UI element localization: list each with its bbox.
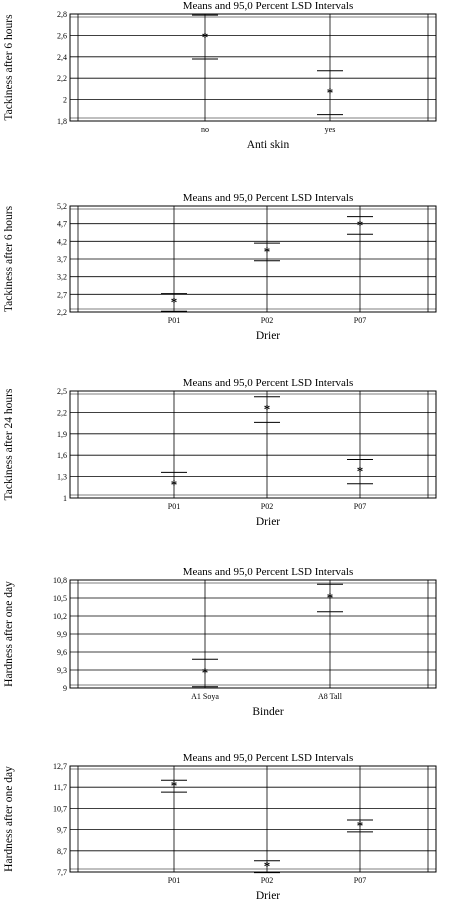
y-axis-label: Tackiness after 6 hours xyxy=(3,14,15,121)
y-axis-label: Tackiness after 6 hours xyxy=(3,205,15,312)
y-tick-label: 7,7 xyxy=(57,868,67,877)
category-label: P01 xyxy=(168,316,180,325)
mean-marker: * xyxy=(171,294,178,309)
y-tick-label: 8,7 xyxy=(57,847,67,856)
x-axis-label: Drier xyxy=(256,330,280,342)
y-tick-label: 3,7 xyxy=(57,255,67,264)
chart-title: Means and 95,0 Percent LSD Intervals xyxy=(183,192,353,204)
chart-panel-5: Means and 95,0 Percent LSD Intervals 7,7 8… xyxy=(3,752,437,899)
y-tick-label: 5,2 xyxy=(57,202,67,211)
y-tick-label: 9,7 xyxy=(57,826,67,835)
y-tick-label: 2,8 xyxy=(57,10,67,19)
y-tick-label: 10,2 xyxy=(53,612,67,621)
y-tick-label: 2,6 xyxy=(57,31,67,40)
y-tick-label: 1,8 xyxy=(57,117,67,126)
mean-marker: * xyxy=(202,665,209,680)
y-tick-label: 2,5 xyxy=(57,387,67,396)
mean-marker: * xyxy=(264,244,271,259)
y-tick-label: 10,8 xyxy=(53,576,67,585)
y-tick-label: 10,5 xyxy=(53,594,67,603)
y-tick-label: 9,6 xyxy=(57,648,67,657)
category-label: P02 xyxy=(261,502,273,511)
y-tick-label: 4,2 xyxy=(57,237,67,246)
plot-frame xyxy=(69,765,437,873)
y-tick-label: 9 xyxy=(63,684,67,693)
mean-marker: * xyxy=(327,85,334,100)
y-axis-label: Tackiness after 24 hours xyxy=(3,388,15,500)
plot-frame xyxy=(69,579,437,689)
y-tick-label: 9,9 xyxy=(57,630,67,639)
mean-marker: * xyxy=(357,818,364,833)
mean-marker: * xyxy=(357,217,364,232)
chart-panel-2: Means and 95,0 Percent LSD Intervals 2,2 2… xyxy=(3,192,437,342)
mean-marker: * xyxy=(171,778,178,793)
y-tick-label: 2,7 xyxy=(57,290,67,299)
category-label: P02 xyxy=(261,876,273,885)
category-label: yes xyxy=(325,125,336,134)
chart-panel-4: Means and 95,0 Percent LSD Intervals 9 9,3… xyxy=(3,566,437,718)
y-tick-label: 9,3 xyxy=(57,666,67,675)
plot-frame xyxy=(69,205,437,313)
y-tick-label: 11,7 xyxy=(53,783,67,792)
y-tick-label: 1,3 xyxy=(57,473,67,482)
mean-marker: * xyxy=(202,30,209,45)
category-label: P07 xyxy=(354,316,366,325)
y-tick-label: 2,2 xyxy=(57,74,67,83)
y-tick-label: 2,2 xyxy=(57,408,67,417)
category-label: A8 Tall xyxy=(318,692,343,701)
x-axis-label: Binder xyxy=(252,706,283,718)
x-axis-label: Drier xyxy=(256,516,280,528)
category-label: A1 Soya xyxy=(191,692,219,701)
mean-marker: * xyxy=(264,402,271,417)
category-label: P02 xyxy=(261,316,273,325)
category-label: P07 xyxy=(354,502,366,511)
y-tick-label: 12,7 xyxy=(53,762,67,771)
chart-panel-1: Means and 95,0 Percent LSD Intervals 1,8 2… xyxy=(3,0,437,151)
plot-frame xyxy=(69,390,437,499)
y-tick-label: 2,4 xyxy=(57,53,67,62)
y-axis-label: Hardness after one day xyxy=(3,766,15,872)
y-tick-label: 2,2 xyxy=(57,308,67,317)
y-tick-label: 1 xyxy=(63,494,67,503)
chart-title: Means and 95,0 Percent LSD Intervals xyxy=(183,0,353,12)
chart-title: Means and 95,0 Percent LSD Intervals xyxy=(183,377,353,389)
mean-marker: * xyxy=(171,477,178,492)
y-tick-label: 4,7 xyxy=(57,220,67,229)
mean-marker: * xyxy=(264,859,271,874)
mean-marker: * xyxy=(327,590,334,605)
plot-frame xyxy=(69,13,437,122)
category-label: no xyxy=(201,125,209,134)
category-label: P07 xyxy=(354,876,366,885)
x-axis-label: Drier xyxy=(256,890,280,899)
chart-panel-3: Means and 95,0 Percent LSD Intervals 1 1,3… xyxy=(3,377,437,528)
x-axis-label: Anti skin xyxy=(247,139,290,151)
category-label: P01 xyxy=(168,502,180,511)
y-tick-label: 1,6 xyxy=(57,451,67,460)
y-tick-label: 10,7 xyxy=(53,804,67,813)
y-tick-label: 3,2 xyxy=(57,273,67,282)
chart-title: Means and 95,0 Percent LSD Intervals xyxy=(183,566,353,578)
y-tick-label: 2 xyxy=(63,96,67,105)
mean-marker: * xyxy=(357,464,364,479)
y-tick-label: 1,9 xyxy=(57,430,67,439)
category-label: P01 xyxy=(168,876,180,885)
y-axis-label: Hardness after one day xyxy=(3,581,15,687)
chart-title: Means and 95,0 Percent LSD Intervals xyxy=(183,752,353,764)
